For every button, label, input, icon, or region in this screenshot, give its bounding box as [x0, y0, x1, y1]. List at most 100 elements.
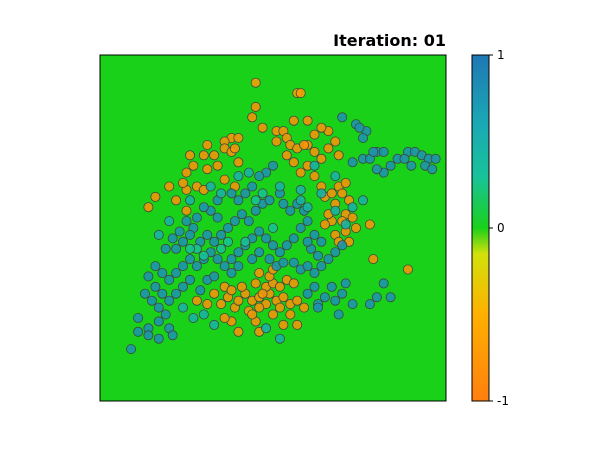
scatter-point: [340, 177, 351, 188]
scatter-point: [278, 198, 289, 209]
scatter-point: [371, 164, 382, 175]
scatter-point: [316, 188, 327, 199]
scatter-point: [309, 267, 320, 278]
scatter-point: [233, 326, 244, 337]
scatter-point: [326, 281, 337, 292]
scatter-point: [288, 257, 299, 268]
scatter-point: [195, 285, 206, 296]
scatter-point: [171, 195, 182, 206]
scatter-point: [198, 150, 209, 161]
scatter-point: [184, 229, 195, 240]
scatter-point: [188, 312, 199, 323]
scatter-point: [295, 195, 306, 206]
scatter-point: [333, 150, 344, 161]
scatter-point: [330, 171, 341, 182]
scatter-point: [312, 302, 323, 313]
scatter-point: [243, 167, 254, 178]
scatter-point: [326, 188, 337, 199]
scatter-point: [219, 312, 230, 323]
scatter-point: [181, 205, 192, 216]
scatter-point: [150, 261, 161, 272]
scatter-point: [126, 344, 137, 355]
scatter-point: [209, 288, 220, 299]
scatter-point: [216, 243, 227, 254]
scatter-point: [364, 299, 375, 310]
scatter-point: [202, 229, 213, 240]
scatter-point: [257, 288, 268, 299]
scatter-point: [281, 240, 292, 251]
scatter-point: [267, 222, 278, 233]
scatter-point: [250, 195, 261, 206]
scatter-point: [285, 309, 296, 320]
scatter-point: [319, 292, 330, 303]
scatter-point: [316, 261, 327, 272]
scatter-point: [288, 233, 299, 244]
scatter-point: [171, 288, 182, 299]
scatter-point: [226, 267, 237, 278]
scatter-point: [191, 261, 202, 272]
scatter-point: [233, 195, 244, 206]
scatter-point: [164, 295, 175, 306]
scatter-point: [222, 222, 233, 233]
scatter-point: [319, 219, 330, 230]
scatter-point: [257, 188, 268, 199]
scatter-point: [219, 261, 230, 272]
scatter-point: [330, 136, 341, 147]
scatter-point: [202, 164, 213, 175]
scatter-point: [337, 288, 348, 299]
scatter-point: [167, 233, 178, 244]
scatter-point: [340, 219, 351, 230]
scatter-point: [177, 236, 188, 247]
scatter-point: [146, 295, 157, 306]
scatter-point: [368, 254, 379, 265]
scatter-point: [233, 132, 244, 143]
scatter-point: [216, 299, 227, 310]
scatter-point: [191, 295, 202, 306]
scatter-point: [233, 247, 244, 258]
scatter-point: [167, 330, 178, 341]
scatter-point: [226, 285, 237, 296]
scatter-point: [216, 188, 227, 199]
scatter-point: [368, 146, 379, 157]
scatter-point: [198, 202, 209, 213]
scatter-point: [219, 174, 230, 185]
scatter-point: [309, 129, 320, 140]
scatter-point: [357, 195, 368, 206]
scatter-point: [295, 167, 306, 178]
scatter-point: [302, 202, 313, 213]
scatter-point: [385, 160, 396, 171]
scatter-point: [202, 139, 213, 150]
scatter-point: [292, 319, 303, 330]
scatter-point: [302, 115, 313, 126]
scatter-point: [330, 295, 341, 306]
scatter-point: [257, 122, 268, 133]
scatter-point: [309, 146, 320, 157]
colorbar-tick-label: -1: [497, 394, 509, 408]
scatter-point: [385, 292, 396, 303]
scatter-point: [222, 236, 233, 247]
scatter-point: [209, 150, 220, 161]
scatter-point: [198, 309, 209, 320]
scatter-point: [337, 188, 348, 199]
scatter-point: [264, 195, 275, 206]
scatter-point: [198, 250, 209, 261]
scatter-point: [371, 292, 382, 303]
scatter-point: [274, 302, 285, 313]
scatter-point: [302, 288, 313, 299]
scatter-point: [164, 274, 175, 285]
scatter-point: [288, 115, 299, 126]
scatter-point: [330, 247, 341, 258]
scatter-point: [233, 261, 244, 272]
scatter-point: [160, 243, 171, 254]
scatter-point: [274, 181, 285, 192]
colorbar-tick-label: 1: [497, 48, 505, 62]
scatter-point: [274, 281, 285, 292]
scatter-point: [233, 171, 244, 182]
scatter-point: [302, 216, 313, 227]
scatter-point: [229, 216, 240, 227]
scatter-point: [164, 216, 175, 227]
scatter-point: [347, 299, 358, 310]
scatter-point: [184, 274, 195, 285]
scatter-point: [247, 309, 258, 320]
scatter-point: [143, 271, 154, 282]
